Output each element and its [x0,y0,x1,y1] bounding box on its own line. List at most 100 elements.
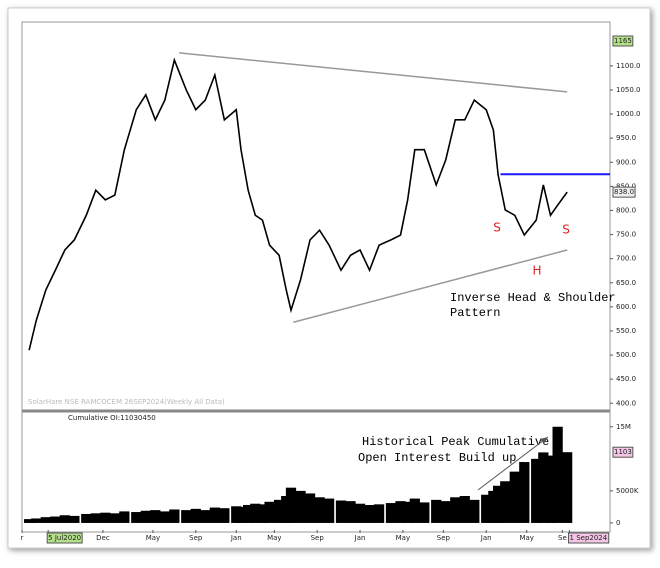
label-box [612,186,636,198]
oi-bar [81,513,92,523]
y-tick-label: 600.0 [616,303,636,311]
trendline [179,52,568,93]
oi-bar [373,504,385,523]
oi-bar [235,506,247,523]
oi-bar [159,511,170,523]
oi-bar [250,503,261,523]
oi-bar [409,498,420,523]
oi-bar [150,510,161,523]
y-tick-label: 1100.0 [616,62,641,70]
oi-bar [562,452,573,523]
oi-bar [140,510,151,523]
watermark: SolarHare NSE RAMCOCEM 26SEP2024(Weekly … [28,398,225,406]
oi-bar [519,462,530,523]
y-tick-label: 400.0 [616,399,636,407]
oi-bar [59,515,70,523]
annotation: Inverse Head & Shoulder [450,291,616,305]
oi-bar [440,501,451,523]
oi-bar [335,500,347,523]
oi-bar [500,481,511,523]
x-tick-label: Jan [230,534,242,542]
x-tick-label: Dec [96,534,110,542]
oi-bar [450,497,461,523]
oi-bar [264,501,275,523]
oi-bar [181,510,192,523]
oi-bar [69,515,80,523]
arrow-head [540,437,548,444]
oi-bar [481,494,492,523]
oi-bar [538,452,549,523]
oi-bar [31,518,42,523]
x-tick-label: Jan [354,534,366,542]
oi-bar [459,496,470,523]
label-box [612,35,634,47]
oi-bar [314,497,325,523]
label-box [46,532,83,544]
annotation-arrow [477,436,549,491]
x-tick-label: r [21,534,24,542]
oi-bar [385,503,397,523]
oi-bar [90,513,101,523]
y-tick-label: 0 [616,519,620,527]
x-tick-label: Se [558,534,567,542]
x-tick-label: 5 Jul2020 [48,534,81,542]
oi-bar [531,458,542,523]
oi-bar [354,503,366,523]
annotation: S [493,221,501,235]
y-tick-label: 800.0 [616,206,636,214]
oi-bar [345,501,356,523]
y-tick-label: 550.0 [616,327,636,335]
y-tick-label: 500.0 [616,351,636,359]
oi-bar [169,509,180,523]
oi-bar [119,511,130,523]
oi-bar [131,512,142,523]
oi-bar [209,507,220,523]
oi-bar [109,513,120,523]
last-oi-label: 1103 [614,448,632,456]
x-tick-label: Sep [437,534,451,542]
annotation: H [532,264,541,278]
oi-bar [402,501,413,523]
oi-bar [395,501,406,523]
oi-bar [100,512,111,523]
x-tick-label: May [519,534,533,542]
oi-bar [469,499,480,523]
oi-bar [257,504,268,523]
oi-bar [190,508,201,523]
y-tick-label: 450.0 [616,375,636,383]
oi-bar [243,504,254,523]
oi-bar [200,510,211,523]
x-tick-label: 1 Sep2024 [570,534,608,542]
oi-label: Cumulative OI:11030450 [68,414,156,422]
oi-bar [492,485,504,523]
y-tick-label: 650.0 [616,279,636,287]
oi-bar [509,471,520,523]
annotation: S [562,223,570,237]
oi-bar [285,487,297,523]
oi-bar [219,508,230,523]
oi-bar [364,504,375,523]
trendline [293,249,568,324]
x-tick-label: May [267,534,281,542]
y-tick-label: 950.0 [616,134,636,142]
y-tick-label: 1050.0 [616,86,641,94]
oi-bar [40,517,51,523]
price-line [28,57,568,351]
x-tick-label: Jan [480,534,492,542]
y-tick-label: 5000K [616,487,639,495]
y-tick-label: 700.0 [616,255,636,263]
oi-bar [545,455,556,523]
y-tick-label: 15M [616,423,631,431]
oi-bar [273,499,285,523]
oi-bar [24,519,35,523]
last-price-label: 838.0 [614,188,634,196]
high-label: 1165 [614,37,632,45]
oi-bar [419,502,430,523]
annotation: Pattern [450,306,500,320]
oi-bar [431,499,442,523]
y-tick-label: 750.0 [616,231,636,239]
x-tick-label: May [146,534,160,542]
y-tick-label: 900.0 [616,158,636,166]
oi-bar [552,426,563,523]
